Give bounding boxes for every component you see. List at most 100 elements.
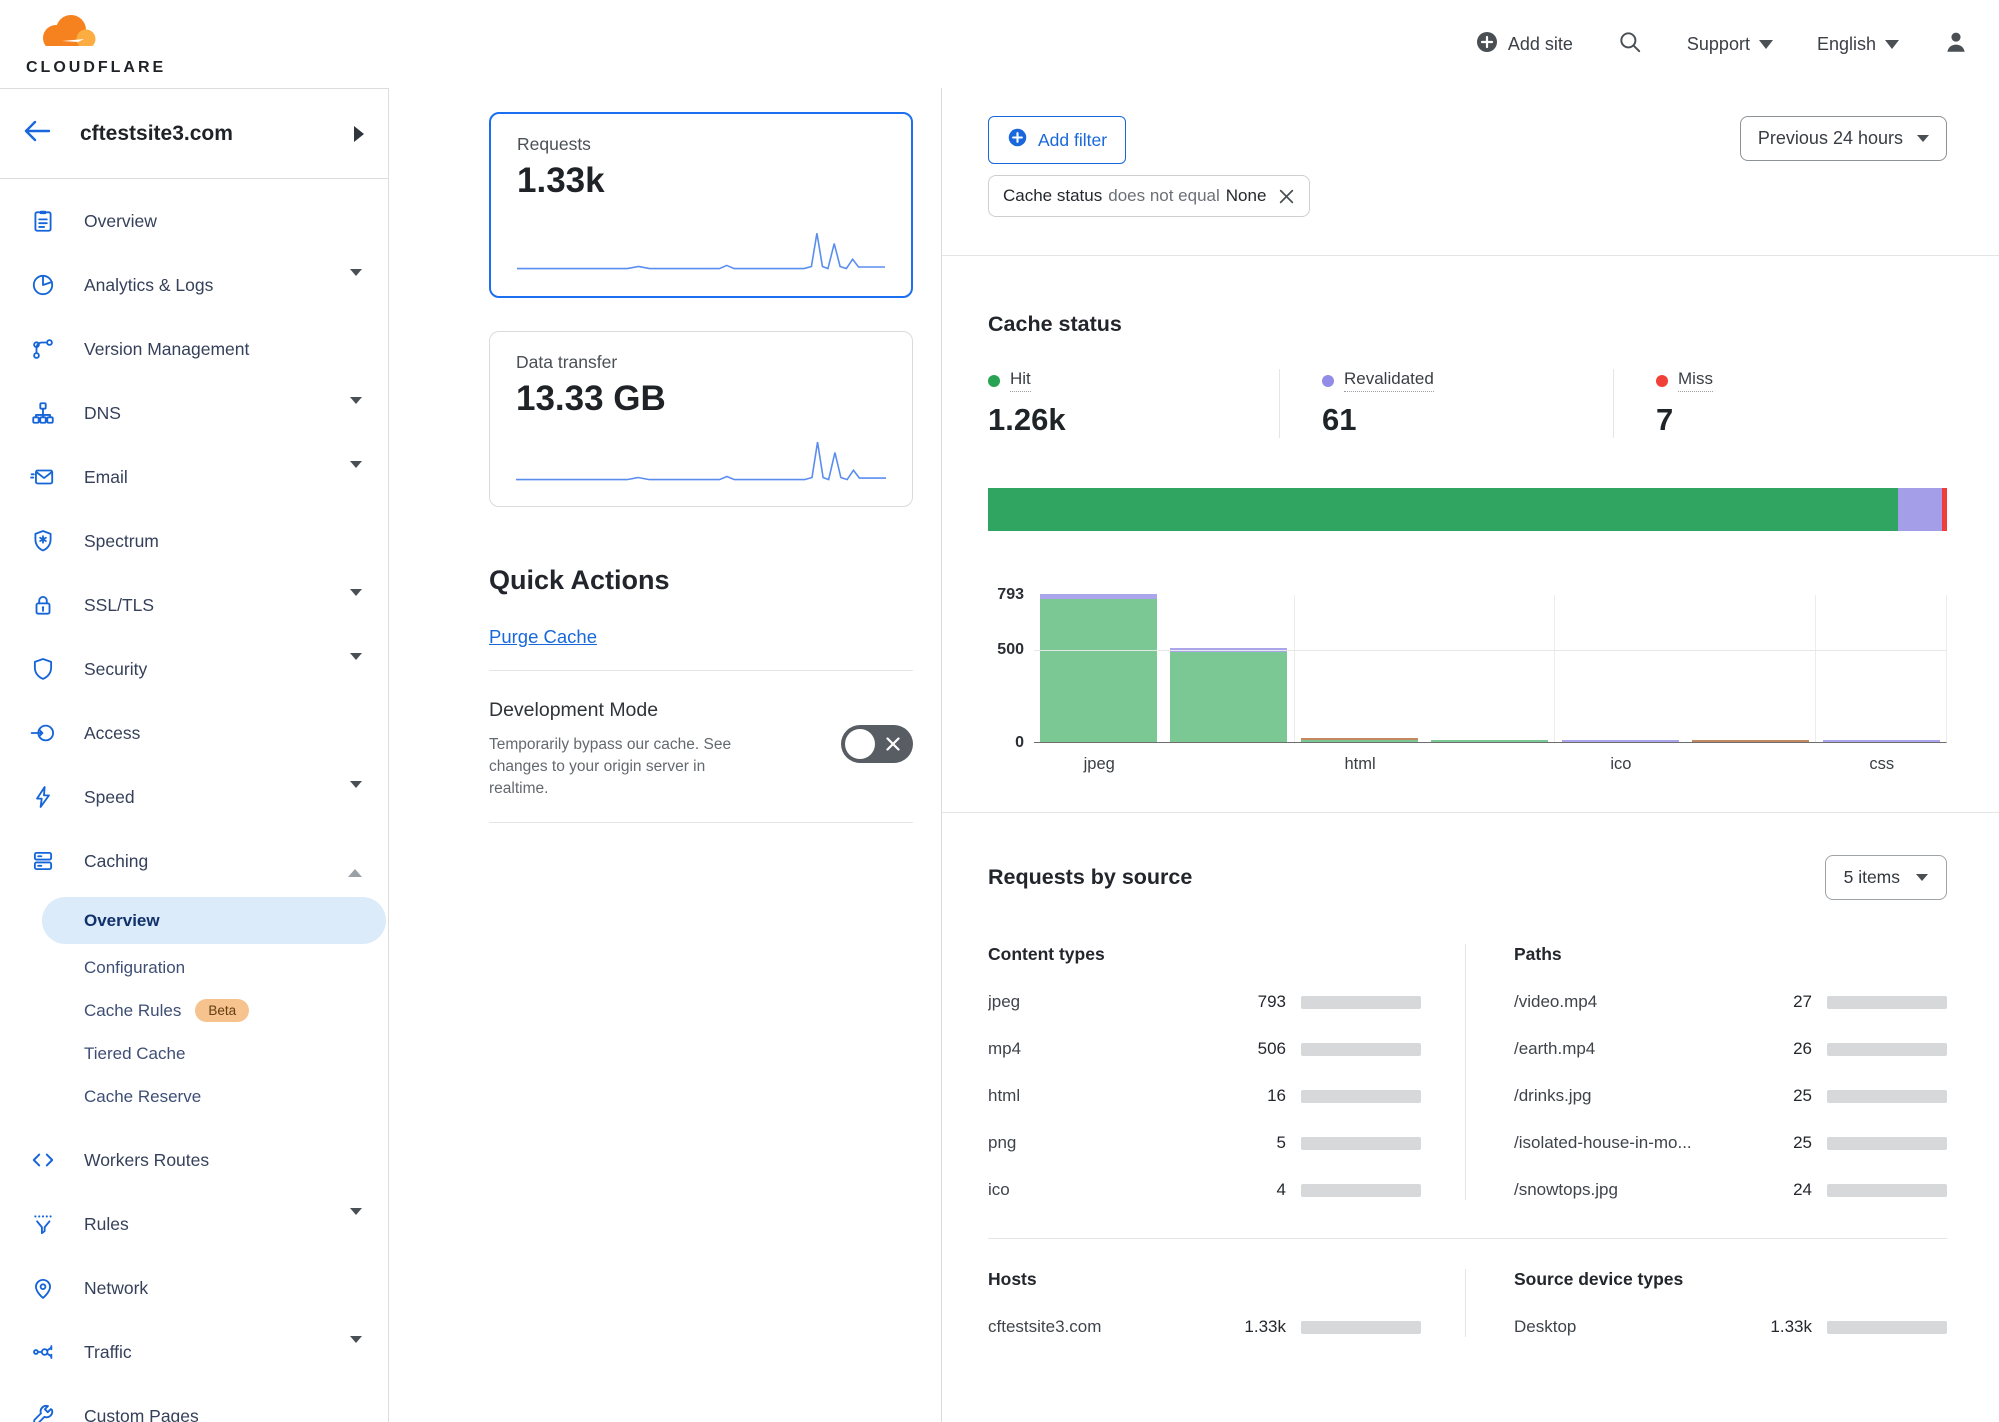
y-tick-label: 500 [997, 640, 1024, 658]
support-menu[interactable]: Support [1687, 34, 1773, 55]
purge-cache-link[interactable]: Purge Cache [489, 626, 597, 647]
divider [489, 822, 913, 823]
sidebar-item-version-management[interactable]: Version Management [0, 317, 388, 381]
sidebar-subitem-label: Configuration [84, 957, 186, 977]
add-site-button[interactable]: Add site [1475, 30, 1573, 59]
chart-slot-css [1816, 595, 1946, 742]
row-bar [1301, 1136, 1421, 1150]
bar-css[interactable] [1822, 740, 1940, 742]
quick-actions-title: Quick Actions [489, 565, 670, 595]
sidebar-item-access[interactable]: Access [0, 701, 388, 765]
search-button[interactable] [1617, 29, 1643, 60]
sidebar-item-workers-routes[interactable]: Workers Routes [0, 1128, 388, 1192]
sidebar-item-label: Workers Routes [84, 1149, 210, 1170]
stat-miss[interactable]: Miss 7 [1613, 369, 1947, 438]
sidebar-item-analytics-logs[interactable]: Analytics & Logs [0, 253, 388, 317]
row-label: jpeg [988, 992, 1021, 1011]
row-value: 506 [1257, 1039, 1286, 1058]
data-transfer-metric-card[interactable]: Data transfer 13.33 GB [489, 331, 913, 507]
items-count-dropdown[interactable]: 5 items [1824, 855, 1947, 900]
sidebar-item-ssl-tls[interactable]: SSL/TLS [0, 573, 388, 637]
git-branch-icon [30, 336, 56, 362]
cloudflare-logo[interactable]: CLOUDFLARE [26, 13, 166, 76]
sidebar-item-dns[interactable]: DNS [0, 381, 388, 445]
row-bar [1301, 1042, 1421, 1056]
bar-segment-hit [1431, 740, 1548, 742]
bar-svg[interactable] [1691, 740, 1809, 742]
sidebar-item-email[interactable]: Email [0, 445, 388, 509]
sidebar-nav: Overview Analytics & Logs Version Manageme… [0, 179, 388, 1422]
sidebar-item-traffic[interactable]: Traffic [0, 1320, 388, 1384]
sidebar: cftestsite3.com Overview Analytics & Logs… [0, 88, 389, 1422]
development-mode-toggle[interactable] [841, 725, 913, 763]
plus-circle-icon [1475, 30, 1499, 59]
sidebar-item-label: DNS [84, 402, 121, 423]
back-arrow-icon[interactable] [22, 118, 52, 149]
spectrum-shield-icon [30, 528, 56, 554]
top-header: CLOUDFLARE Add site Support English [0, 0, 1999, 88]
sidebar-item-label: Version Management [84, 338, 250, 359]
bar-html[interactable] [1301, 737, 1419, 742]
code-icon [30, 1147, 56, 1173]
requests-metric-card[interactable]: Requests 1.33k [489, 112, 913, 298]
sidebar-item-label: Traffic [84, 1341, 132, 1362]
stat-hit[interactable]: Hit 1.26k [988, 369, 1279, 438]
sidebar-item-rules[interactable]: Rules [0, 1192, 388, 1256]
sidebar-item-security[interactable]: Security [0, 637, 388, 701]
bar-segment-hit [1040, 599, 1158, 742]
language-menu[interactable]: English [1817, 34, 1899, 55]
beta-badge: Beta [195, 999, 250, 1022]
paths-table: Paths /video.mp4 27/earth.mp4 26/drinks.jp… [1465, 944, 1947, 1200]
bar-jpeg[interactable] [1040, 594, 1158, 742]
time-range-dropdown[interactable]: Previous 24 hours [1739, 116, 1947, 161]
add-filter-button[interactable]: Add filter [988, 116, 1127, 164]
table-row: cftestsite3.com 1.33k [988, 1317, 1421, 1337]
access-icon [30, 720, 56, 746]
requests-value: 1.33k [517, 161, 605, 200]
sidebar-subitem-cache-reserve[interactable]: Cache Reserve [0, 1075, 388, 1118]
account-menu[interactable] [1943, 29, 1969, 60]
stat-revalidated[interactable]: Revalidated 61 [1279, 369, 1613, 438]
chart-plot-area [1034, 594, 1947, 743]
sidebar-item-custom-pages[interactable]: Custom Pages [0, 1384, 388, 1422]
sidebar-item-network[interactable]: Network [0, 1256, 388, 1320]
sidebar-item-overview[interactable]: Overview [0, 189, 388, 253]
sidebar-subitem-tiered-cache[interactable]: Tiered Cache [0, 1032, 388, 1075]
device-types-table: Source device types Desktop 1.33k [1465, 1269, 1947, 1337]
share-icon [30, 1339, 56, 1365]
sidebar-item-label: Spectrum [84, 530, 159, 551]
chevron-up-icon [348, 852, 362, 877]
chevron-down-icon [350, 1336, 362, 1361]
sidebar-subitem-configuration[interactable]: Configuration [0, 946, 388, 989]
chart-slots [1034, 594, 1946, 742]
funnel-icon [30, 1211, 56, 1237]
site-name: cftestsite3.com [80, 121, 233, 145]
analytics-icon [30, 272, 56, 298]
row-label: Desktop [1514, 1317, 1577, 1336]
bar-mp4[interactable] [1170, 647, 1288, 742]
sidebar-item-label: Email [84, 466, 128, 487]
site-switcher-chevron-icon[interactable] [354, 125, 364, 142]
x-tick-label: ico [1610, 755, 1632, 773]
remove-filter-icon[interactable] [1278, 188, 1295, 205]
sidebar-item-spectrum[interactable]: Spectrum [0, 509, 388, 573]
stat-label: Miss [1678, 369, 1713, 392]
sidebar-item-caching[interactable]: Caching [0, 829, 388, 893]
bar-png[interactable] [1431, 740, 1548, 742]
requests-by-source-header: Requests by source 5 items [988, 855, 1947, 900]
row-bar [1301, 995, 1421, 1009]
row-value: 4 [1276, 1180, 1286, 1199]
cache-status-filter-chip[interactable]: Cache status does not equal None [988, 175, 1311, 217]
sidebar-subitem-cache-rules[interactable]: Cache Rules Beta [0, 989, 388, 1032]
paths-title: Paths [1514, 944, 1562, 964]
hit-dot-icon [988, 374, 1000, 387]
sidebar-item-speed[interactable]: Speed [0, 765, 388, 829]
cache-status-stats: Hit 1.26k Revalidated 61 Miss 7 [988, 369, 1947, 438]
row-label: /video.mp4 [1514, 992, 1598, 1011]
device-types-title: Source device types [1514, 1269, 1684, 1289]
sidebar-item-label: Analytics & Logs [84, 274, 214, 295]
sidebar-subitem-overview[interactable]: Overview [42, 897, 386, 944]
table-row: /drinks.jpg 25 [1514, 1086, 1947, 1106]
bar-ico[interactable] [1561, 740, 1679, 742]
divider [942, 255, 1999, 256]
